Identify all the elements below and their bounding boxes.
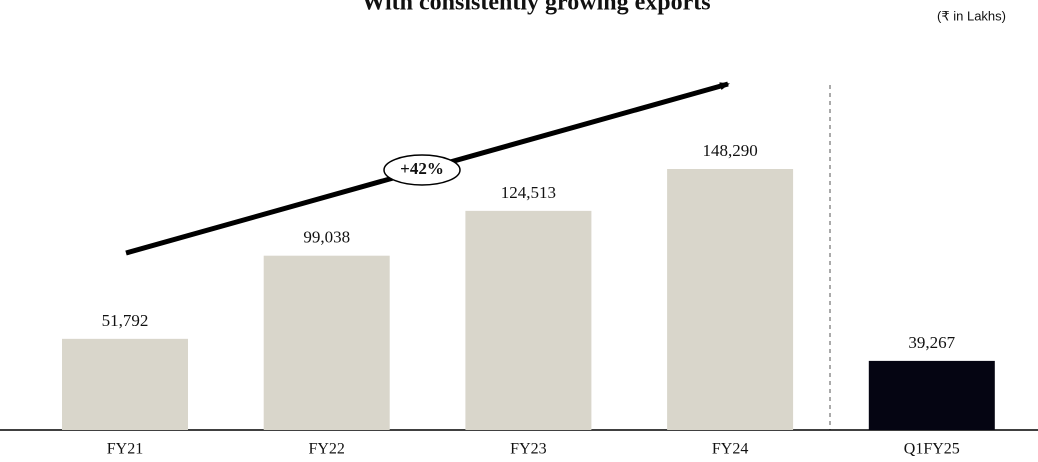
annotation-badge <box>383 154 461 186</box>
x-tick-label: FY21 <box>107 441 143 458</box>
bar <box>465 210 592 430</box>
value-label: 124,513 <box>501 183 556 202</box>
chart-title: With consistently growing exports <box>361 0 710 16</box>
unit-note: (₹ in Lakhs) <box>937 8 1006 23</box>
bar <box>667 169 794 431</box>
x-tick-label: Q1FY25 <box>904 441 960 458</box>
bar <box>263 255 390 430</box>
annotation: +42% <box>400 159 444 178</box>
x-tick-label: FY24 <box>712 441 748 458</box>
bar <box>868 360 995 430</box>
x-tick-label: FY22 <box>308 441 344 458</box>
bar <box>62 338 188 430</box>
value-label: 39,267 <box>908 333 955 352</box>
value-label: 148,290 <box>702 141 757 160</box>
value-label: 51,792 <box>102 311 149 330</box>
x-tick-label: FY23 <box>510 441 546 458</box>
value-label: 99,038 <box>303 228 350 247</box>
